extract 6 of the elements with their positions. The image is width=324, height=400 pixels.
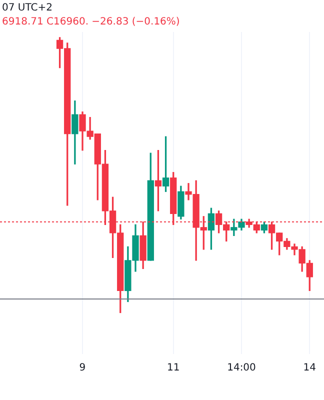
text: 07 UTC+2	[2, 2, 52, 14]
x-tick-label: 11	[166, 362, 180, 374]
x-tick-label: 14:00	[227, 362, 256, 374]
x-tick-label: 9	[79, 362, 86, 374]
text: 6918.71 C16960. −26.83 (−0.16%)	[2, 16, 180, 28]
x-tick-label: 14	[303, 362, 316, 374]
